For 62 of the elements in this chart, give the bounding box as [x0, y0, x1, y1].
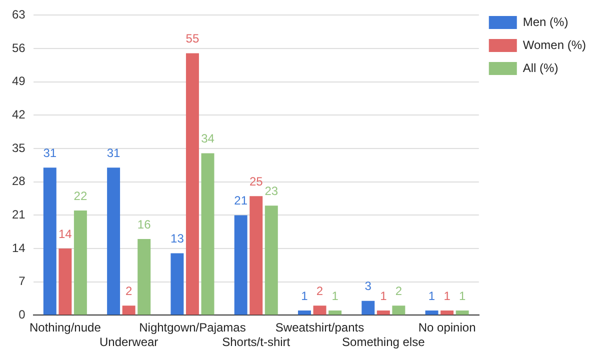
x-tick-label: Shorts/t-shirt [222, 335, 291, 350]
y-tick-label: 14 [12, 240, 26, 255]
bar [313, 306, 326, 315]
data-label: 1 [444, 288, 451, 303]
bar [138, 239, 151, 315]
legend-label: All (%) [522, 60, 558, 75]
data-label: 55 [186, 32, 200, 46]
bar [250, 196, 263, 315]
data-label: 31 [43, 146, 57, 160]
data-label: 2 [395, 284, 402, 298]
data-label: 1 [380, 288, 388, 303]
y-tick-label: 0 [18, 308, 26, 322]
x-tick-label: Sweatshirt/pants [275, 320, 364, 335]
x-tick-label: Nothing/nude [29, 320, 102, 335]
bar [298, 310, 311, 315]
y-tick-label: 49 [12, 74, 26, 88]
bar [170, 253, 184, 315]
y-tick-label: 28 [12, 174, 26, 188]
y-tick-label: 42 [12, 108, 26, 122]
y-tick-label: 7 [18, 274, 26, 288]
y-tick-label: 35 [12, 140, 26, 155]
bar [456, 310, 469, 315]
data-label: 1 [428, 288, 436, 303]
data-label: 1 [301, 288, 308, 303]
bar [107, 168, 120, 315]
data-label: 1 [332, 288, 339, 303]
bar [362, 300, 375, 315]
data-label: 31 [106, 146, 121, 160]
bar [392, 306, 406, 315]
y-tick-label: 63 [12, 8, 26, 22]
x-tick-label: Nightgown/Pajamas [139, 320, 246, 335]
bar [43, 168, 56, 315]
x-tick-label: No opinion [418, 320, 476, 335]
bar [122, 306, 136, 315]
data-label: 22 [74, 188, 88, 203]
data-label: 25 [249, 174, 264, 188]
data-label: 13 [170, 232, 184, 246]
bar [201, 153, 214, 315]
data-label: 34 [201, 132, 215, 146]
x-tick-label: Something else [342, 335, 426, 350]
data-label: 1 [458, 288, 466, 303]
bar [440, 310, 454, 315]
bar [58, 248, 72, 315]
bar [264, 206, 278, 315]
data-label: 2 [125, 284, 132, 298]
bar [234, 215, 248, 315]
bar [328, 310, 342, 315]
bar [186, 53, 199, 315]
data-label: 14 [58, 226, 72, 241]
bar [74, 210, 87, 315]
legend-label: Men (%) [522, 14, 568, 29]
bar [376, 310, 390, 315]
bar [425, 310, 438, 315]
y-tick-label: 56 [12, 40, 26, 55]
data-label: 16 [137, 217, 152, 232]
y-tick-label: 21 [12, 208, 26, 222]
data-label: 21 [234, 194, 248, 208]
data-label: 3 [364, 279, 372, 294]
data-label: 23 [264, 184, 278, 198]
data-label: 2 [316, 284, 324, 298]
legend-label: Women (%) [522, 38, 586, 52]
x-tick-label: Underwear [99, 335, 158, 350]
